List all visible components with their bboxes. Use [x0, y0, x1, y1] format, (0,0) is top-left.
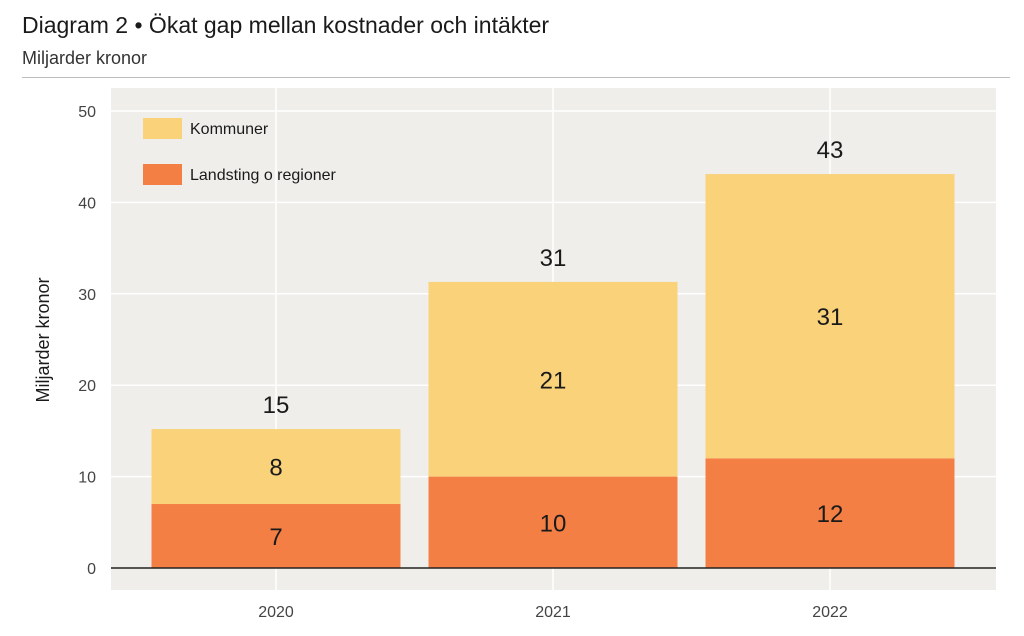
x-tick-label: 2020: [258, 604, 294, 621]
total-value-label: 15: [263, 392, 290, 419]
bar-segment-landsting: [705, 458, 955, 568]
bar-segment-landsting: [428, 476, 678, 568]
legend-item-landsting-label: Landsting o regioner: [190, 167, 337, 184]
total-value-label: 31: [540, 245, 567, 272]
y-axis-ticks: 0 10 20 30 40 50: [78, 104, 96, 578]
bar-segment-landsting: [151, 504, 401, 568]
legend-item-kommuner-label: Kommuner: [190, 121, 269, 138]
legend: Kommuner Landsting o regioner: [143, 118, 337, 185]
y-tick-label: 50: [78, 104, 96, 121]
y-axis-label: Miljarder kronor: [33, 277, 53, 402]
segment-value-label: 10: [540, 510, 567, 537]
y-tick-label: 20: [78, 378, 96, 395]
total-value-label: 43: [817, 137, 844, 164]
segment-value-label: 21: [540, 367, 567, 394]
y-tick-label: 40: [78, 195, 96, 212]
segment-labels: 7 8 10 21 12 31: [269, 304, 843, 551]
y-tick-label: 0: [87, 561, 96, 578]
segment-value-label: 31: [817, 304, 844, 331]
segment-value-label: 12: [817, 501, 844, 528]
bars: [151, 174, 955, 568]
bar-segment-kommuner: [151, 429, 401, 505]
segment-value-label: 8: [269, 455, 282, 482]
legend-item-landsting-swatch: [143, 164, 182, 185]
total-labels: 15 31 43: [263, 137, 844, 419]
legend-item-kommuner-swatch: [143, 118, 182, 139]
y-tick-label: 30: [78, 287, 96, 304]
bar-segment-kommuner: [428, 281, 678, 477]
y-tick-label: 10: [78, 470, 96, 487]
bar-segment-kommuner: [705, 174, 955, 459]
chart-subtitle: Miljarder kronor: [22, 48, 148, 68]
x-tick-label: 2022: [812, 604, 848, 621]
chart-title: Diagram 2 • Ökat gap mellan kostnader oc…: [22, 12, 550, 38]
title-divider: [22, 77, 1010, 78]
x-axis-ticks: 2020 2021 2022: [258, 604, 848, 621]
x-tick-label: 2021: [535, 604, 571, 621]
segment-value-label: 7: [269, 524, 282, 551]
